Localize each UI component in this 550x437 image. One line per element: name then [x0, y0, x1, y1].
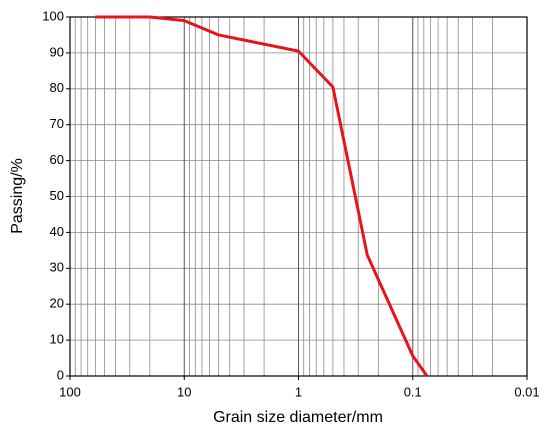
- y-tick-label: 40: [50, 224, 64, 239]
- y-tick-label: 100: [42, 8, 64, 23]
- y-tick-label: 30: [50, 260, 64, 275]
- data-line: [95, 15, 429, 377]
- plot-frame: [69, 16, 528, 377]
- x-tick-label: 0.01: [514, 384, 539, 399]
- y-tick-label: 10: [50, 332, 64, 347]
- x-axis-title: Grain size diameter/mm: [213, 409, 383, 426]
- y-tick-label: 50: [50, 188, 64, 203]
- y-tick-label: 0: [57, 367, 64, 382]
- y-tick-label: 90: [50, 44, 64, 59]
- y-tick-label: 70: [50, 116, 64, 131]
- y-tick-label: 20: [50, 296, 64, 311]
- y-tick-label: 80: [50, 80, 64, 95]
- y-tick-label: 60: [50, 152, 64, 167]
- x-tick-label: 1: [295, 384, 302, 399]
- x-tick-label: 100: [59, 384, 81, 399]
- x-tick-label: 0.1: [404, 384, 422, 399]
- y-axis-title: Passing/%: [9, 158, 26, 234]
- x-tick-label: 10: [177, 384, 191, 399]
